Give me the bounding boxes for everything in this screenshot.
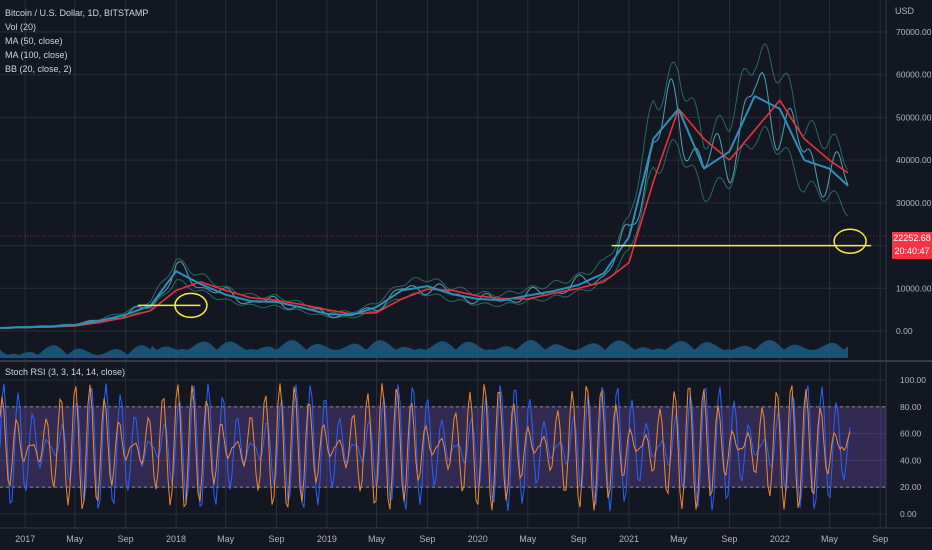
time-tick-label: 2017: [15, 534, 35, 544]
time-tick-label: May: [670, 534, 688, 544]
price-line: [0, 72, 849, 329]
price-series: [0, 72, 849, 329]
time-tick-label: May: [821, 534, 839, 544]
price-tick-label: 10000.00: [896, 283, 932, 293]
rsi-tick-label: 20.00: [900, 482, 922, 492]
stoch-rsi-k: [0, 383, 851, 512]
bar-countdown: 20:40:47: [894, 246, 930, 256]
rsi-tick-label: 100.00: [900, 375, 926, 385]
time-tick-label: 2018: [166, 534, 186, 544]
time-tick-label: 2021: [619, 534, 639, 544]
legend-volume[interactable]: Vol (20): [5, 22, 37, 32]
price-tick-label: 70000.00: [896, 27, 932, 37]
time-tick-label: 2019: [317, 534, 337, 544]
time-tick-label: May: [368, 534, 386, 544]
time-tick-label: Sep: [268, 534, 284, 544]
bb-upper: [0, 43, 849, 328]
annotation-circle: [833, 228, 867, 255]
price-tick-label: 40000.00: [896, 155, 932, 165]
rsi-tick-label: 40.00: [900, 455, 922, 465]
price-tick-label: 30000.00: [896, 198, 932, 208]
ma50-line: [0, 95, 849, 329]
annotation-circle: [174, 292, 208, 319]
legend-ma50[interactable]: MA (50, close): [5, 36, 63, 46]
drawing-annotations: [0, 228, 886, 319]
rsi-tick-label: 0.00: [900, 509, 917, 519]
time-tick-label: May: [217, 534, 235, 544]
price-tick-label: 0.00: [896, 326, 913, 336]
legend-bollinger[interactable]: BB (20, close, 2): [5, 64, 72, 74]
last-price-value: 22252.68: [893, 233, 931, 243]
ma100-line: [0, 98, 849, 329]
legend-ma100[interactable]: MA (100, close): [5, 50, 68, 60]
moving-averages: [0, 95, 849, 329]
time-tick-label: Sep: [571, 534, 587, 544]
stoch-rsi-d: [0, 383, 851, 511]
time-tick-label: 2020: [468, 534, 488, 544]
main-legend: Bitcoin / U.S. Dollar, 1D, BITSTAMP Vol …: [5, 6, 148, 76]
price-tick-label: 60000.00: [896, 70, 932, 80]
rsi-tick-label: 80.00: [900, 402, 922, 412]
time-tick-label: May: [519, 534, 537, 544]
time-tick-label: Sep: [721, 534, 737, 544]
time-tick-label: 2022: [770, 534, 790, 544]
time-tick-label: May: [66, 534, 84, 544]
volume-area: [0, 340, 848, 358]
axes: 0.0010000.0020000.0030000.0040000.005000…: [15, 27, 932, 544]
last-price-badge: 22252.68 20:40:47: [892, 232, 932, 259]
time-tick-label: Sep: [118, 534, 134, 544]
time-tick-label: Sep: [419, 534, 435, 544]
rsi-tick-label: 60.00: [900, 429, 922, 439]
volume-histogram: [0, 340, 848, 358]
price-tick-label: 50000.00: [896, 112, 932, 122]
legend-stoch-rsi[interactable]: Stoch RSI (3, 3, 14, 14, close): [5, 367, 126, 377]
stoch-rsi-pane: [0, 383, 886, 512]
time-tick-label: Sep: [872, 534, 888, 544]
price-axis-currency: USD: [895, 6, 915, 16]
symbol-title[interactable]: Bitcoin / U.S. Dollar, 1D, BITSTAMP: [5, 8, 149, 18]
